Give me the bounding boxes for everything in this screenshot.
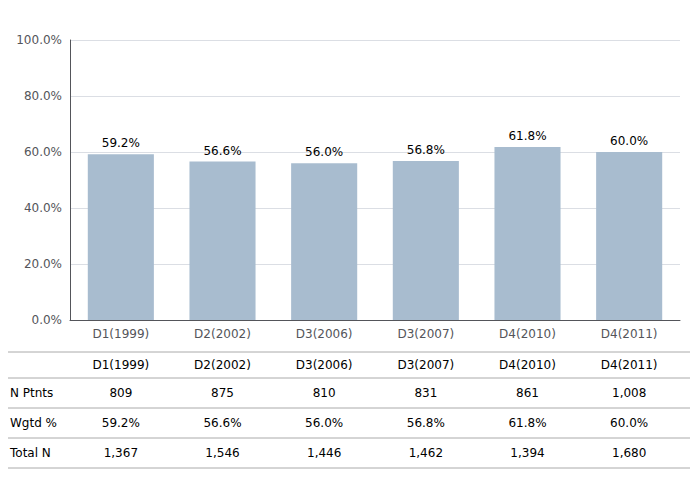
svg-text:56.6%: 56.6%	[203, 416, 241, 430]
svg-text:56.8%: 56.8%	[407, 416, 445, 430]
svg-text:D4(2010): D4(2010)	[499, 327, 556, 341]
svg-text:61.8%: 61.8%	[508, 416, 546, 430]
svg-text:1,008: 1,008	[612, 386, 646, 400]
svg-text:831: 831	[414, 386, 437, 400]
svg-text:D1(1999): D1(1999)	[92, 358, 149, 372]
svg-text:D2(2002): D2(2002)	[194, 327, 251, 341]
svg-text:D3(2007): D3(2007)	[397, 327, 454, 341]
svg-text:D3(2006): D3(2006)	[296, 327, 353, 341]
svg-text:1,680: 1,680	[612, 446, 646, 460]
svg-text:D3(2007): D3(2007)	[397, 358, 454, 372]
svg-text:875: 875	[211, 386, 234, 400]
svg-text:56.0%: 56.0%	[305, 416, 343, 430]
svg-text:D4(2011): D4(2011)	[601, 327, 658, 341]
svg-text:61.8%: 61.8%	[508, 129, 546, 143]
svg-text:810: 810	[313, 386, 336, 400]
svg-text:100.0%: 100.0%	[16, 33, 62, 47]
svg-text:59.2%: 59.2%	[102, 416, 140, 430]
svg-text:20.0%: 20.0%	[24, 257, 62, 271]
svg-text:80.0%: 80.0%	[24, 89, 62, 103]
svg-text:0.0%: 0.0%	[32, 313, 63, 327]
svg-text:Total N: Total N	[9, 446, 51, 460]
svg-text:N Ptnts: N Ptnts	[10, 386, 53, 400]
svg-text:60.0%: 60.0%	[24, 145, 62, 159]
svg-text:56.6%: 56.6%	[203, 144, 241, 158]
svg-text:1,446: 1,446	[307, 446, 341, 460]
svg-text:1,546: 1,546	[205, 446, 239, 460]
svg-text:D1(1999): D1(1999)	[92, 327, 149, 341]
svg-text:40.0%: 40.0%	[24, 201, 62, 215]
svg-text:59.2%: 59.2%	[102, 136, 140, 150]
svg-text:1,367: 1,367	[104, 446, 138, 460]
svg-text:D4(2010): D4(2010)	[499, 358, 556, 372]
svg-text:861: 861	[516, 386, 539, 400]
svg-text:56.8%: 56.8%	[407, 143, 445, 157]
svg-text:Wgtd %: Wgtd %	[10, 416, 57, 430]
svg-text:1,462: 1,462	[409, 446, 443, 460]
svg-text:D3(2006): D3(2006)	[296, 358, 353, 372]
svg-text:60.0%: 60.0%	[610, 416, 648, 430]
svg-text:D2(2002): D2(2002)	[194, 358, 251, 372]
svg-text:D4(2011): D4(2011)	[601, 358, 658, 372]
svg-text:1,394: 1,394	[510, 446, 544, 460]
svg-text:60.0%: 60.0%	[610, 134, 648, 148]
svg-text:809: 809	[109, 386, 132, 400]
svg-text:56.0%: 56.0%	[305, 145, 343, 159]
